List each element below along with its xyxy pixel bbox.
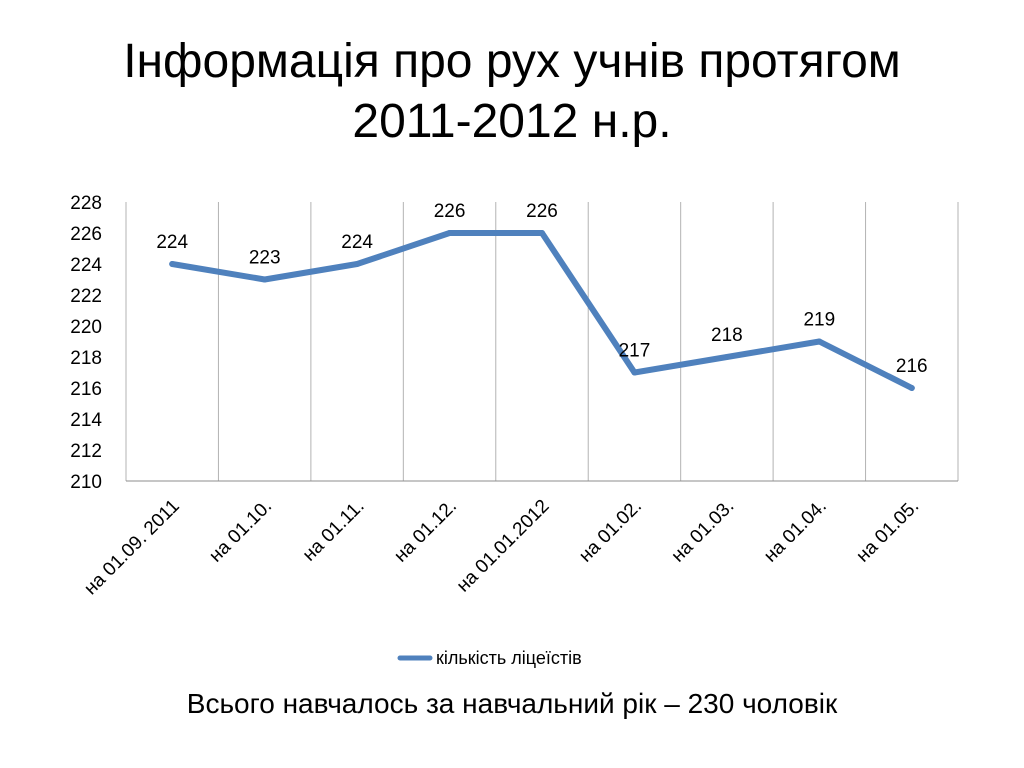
x-tick-label: на 01.02. (575, 496, 646, 567)
data-point (631, 369, 638, 376)
data-point (169, 261, 176, 267)
data-label: 224 (156, 232, 188, 253)
y-tick-label: 212 (70, 441, 102, 462)
data-label: 226 (434, 201, 466, 222)
series-line (169, 230, 915, 391)
x-tick-label: на 01.11. (299, 496, 369, 566)
y-tick-label: 218 (70, 348, 102, 369)
title-line-2: 2011-2012 н.р. (352, 95, 672, 148)
data-label: 224 (341, 232, 373, 253)
x-tick-label: на 01.05. (852, 496, 923, 567)
y-tick-label: 228 (70, 193, 102, 214)
legend-label: кількість ліцеїстів (436, 648, 582, 668)
data-label: 223 (249, 248, 281, 269)
data-point (261, 276, 268, 283)
data-label: 226 (526, 201, 558, 222)
x-tick-label: на 01.09. 2011 (80, 496, 183, 599)
data-point (908, 385, 915, 391)
y-tick-label: 220 (70, 317, 102, 338)
title-line-1: Інформація про рух учнів протягом (123, 35, 901, 88)
data-point (446, 230, 453, 236)
y-tick-label: 216 (70, 379, 102, 400)
y-tick-label: 210 (70, 472, 102, 493)
data-point (723, 354, 730, 360)
slide-title: Інформація про рух учнів протягом 2011-2… (40, 32, 984, 152)
y-tick-label: 224 (70, 255, 102, 276)
data-label: 216 (896, 356, 928, 377)
x-tick-label: на 01.04. (760, 496, 831, 567)
x-tick-label: на 01.10. (205, 496, 276, 567)
y-tick-label: 226 (70, 224, 102, 245)
data-label: 217 (619, 341, 651, 362)
x-tick-label: на 01.12. (390, 496, 461, 567)
data-point (354, 261, 361, 267)
footer-note: Всього навчалось за навчальний рік – 230… (186, 688, 838, 719)
data-point (816, 338, 823, 345)
data-label: 218 (711, 325, 743, 346)
data-label: 219 (803, 310, 835, 331)
x-tick-label: на 01.01.2012 (453, 496, 554, 597)
y-tick-label: 214 (70, 410, 102, 431)
x-tick-label: на 01.03. (668, 496, 739, 567)
data-point (539, 230, 545, 236)
y-tick-label: 222 (70, 286, 102, 307)
